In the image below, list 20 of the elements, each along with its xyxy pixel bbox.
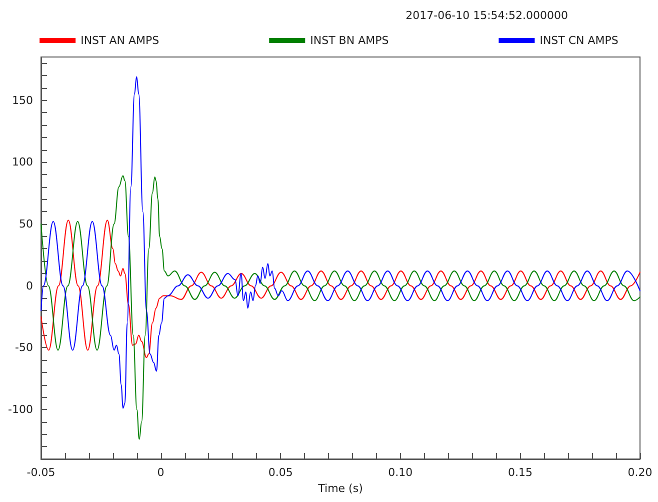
legend-label: INST AN AMPS xyxy=(80,34,160,47)
x-tick-label: -0.05 xyxy=(26,466,56,479)
line-series xyxy=(40,76,640,409)
text: 2017-06-10 15:54:52.000000 xyxy=(406,9,568,22)
y-tick-label: 0 xyxy=(26,279,33,292)
x-tick-label: 0.10 xyxy=(388,466,413,479)
legend-label: INST BN AMPS xyxy=(310,34,389,47)
y-tick-label: 150 xyxy=(12,94,33,107)
y-tick-label: -100 xyxy=(8,403,33,416)
x-tick-label: 0.20 xyxy=(628,466,652,479)
x-axis-title: Time (s) xyxy=(317,482,363,495)
line-series xyxy=(40,175,640,440)
legend-label: INST CN AMPS xyxy=(540,34,618,47)
line-series xyxy=(40,220,640,358)
y-tick-label: 100 xyxy=(12,156,33,169)
y-tick-label: 50 xyxy=(19,217,33,230)
x-tick-label: 0.05 xyxy=(268,466,293,479)
x-tick-label: 0 xyxy=(157,466,164,479)
y-tick-label: -50 xyxy=(15,341,33,354)
x-tick-label: 0.15 xyxy=(508,466,532,479)
